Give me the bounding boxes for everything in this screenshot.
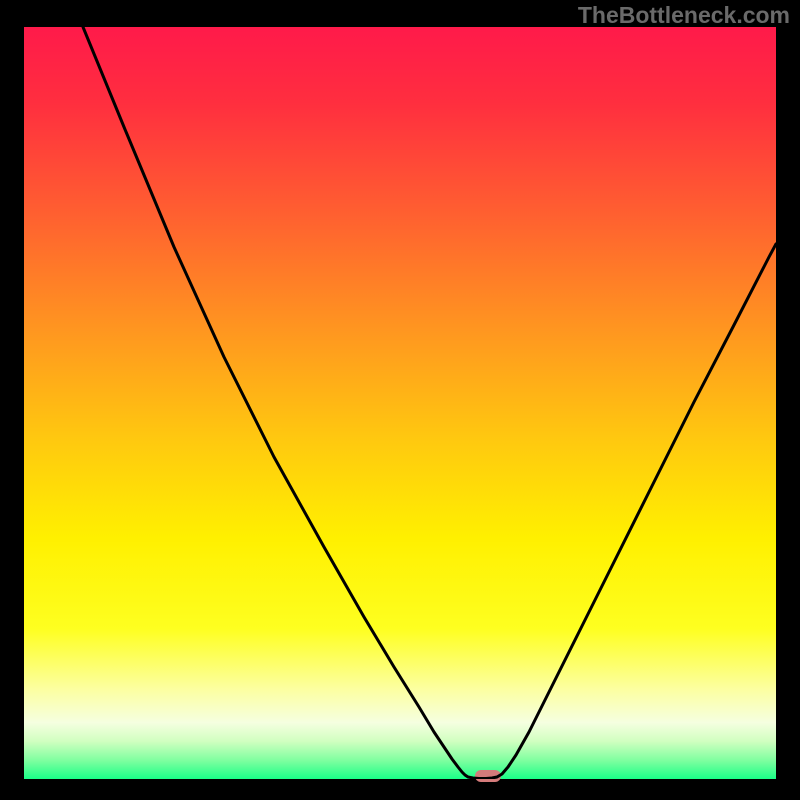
chart-gradient-background — [24, 27, 776, 779]
watermark-text: TheBottleneck.com — [578, 2, 790, 29]
bottleneck-marker — [475, 770, 501, 782]
chart-plot-area — [24, 27, 776, 779]
